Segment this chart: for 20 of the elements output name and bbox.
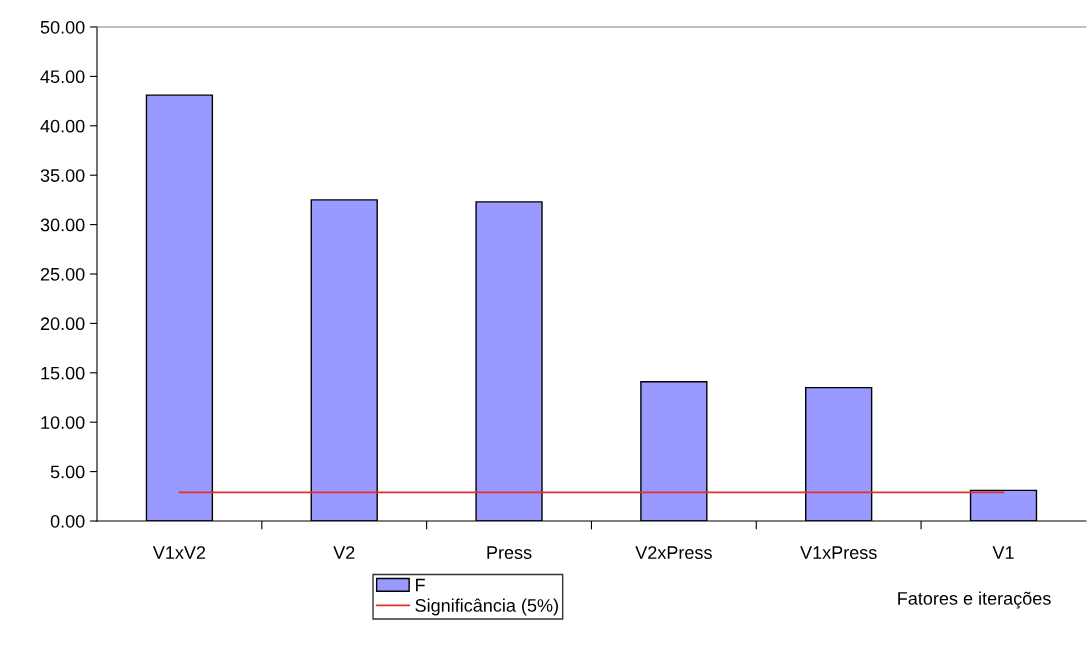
x-tick-label: V2 [333,546,355,559]
x-tick-label: Press [487,546,532,559]
y-tick-label: 40.00 [40,119,85,133]
y-tick-label: 5.00 [50,465,85,479]
x-tick-label: V1 [992,546,1014,559]
x-tick-label: V1xPress [800,546,877,559]
y-tick-label: 0.00 [50,514,85,528]
y-tick-label: 35.00 [40,169,85,182]
y-tick-label: 15.00 [41,366,85,380]
legend-label: F [416,578,425,592]
y-tick-label: 30.00 [40,218,85,232]
y-tick-label: 20.00 [40,317,85,331]
y-tick-label: 50.00 [40,20,85,34]
x-tick-label: V2xPress [635,546,712,559]
x-axis-title: Fatores e iterações [898,591,1051,609]
legend-label: Significância (5%) [415,598,558,616]
y-tick-label: 25.00 [40,267,85,281]
x-tick-label: V1xV2 [152,546,206,559]
y-tick-label: 45.00 [40,70,85,84]
y-tick-label: 10.00 [41,416,85,429]
